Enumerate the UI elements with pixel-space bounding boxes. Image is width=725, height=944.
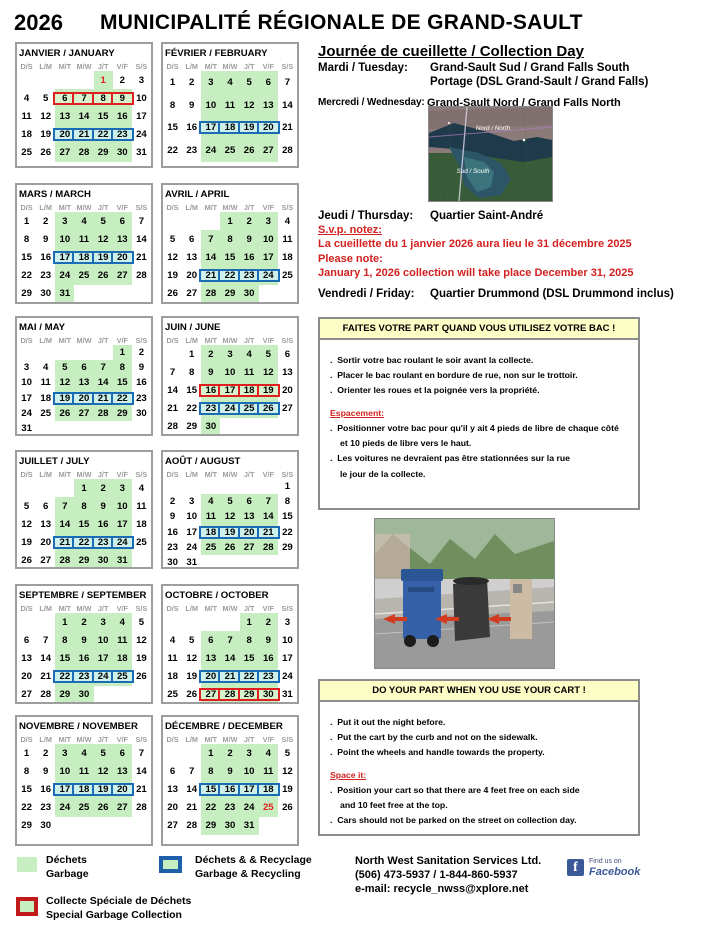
svg-text:Nord / North: Nord / North (476, 125, 511, 132)
svg-text:Sud / South: Sud / South (457, 168, 490, 175)
